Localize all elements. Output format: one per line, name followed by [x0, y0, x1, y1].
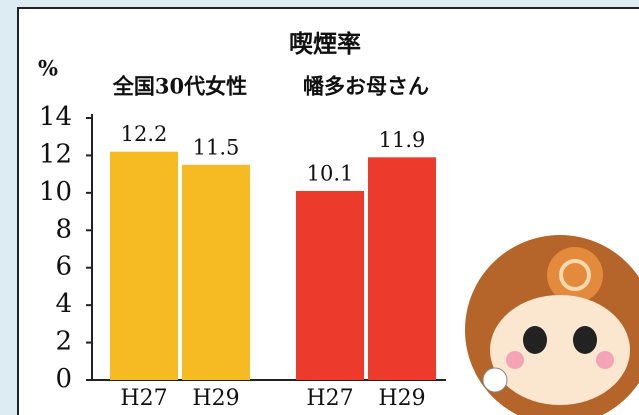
- bar: [110, 151, 178, 380]
- bar: [182, 164, 250, 380]
- y-tick-label: 0: [55, 364, 72, 394]
- chart-title: 喫煙率: [289, 30, 361, 58]
- y-tick-label: 12: [39, 139, 72, 169]
- y-unit: %: [38, 56, 58, 81]
- legend-label: 幡多お母さん: [303, 74, 429, 99]
- legend-label: 全国30代女性: [112, 74, 247, 99]
- x-tick-label: H27: [306, 386, 353, 411]
- y-tick-label: 4: [55, 289, 72, 319]
- bar: [368, 157, 436, 380]
- value-label: 11.9: [379, 128, 426, 152]
- x-tick-label: H27: [120, 386, 167, 411]
- y-tick-label: 2: [55, 327, 72, 357]
- bar: [296, 190, 364, 380]
- y-tick-label: 6: [55, 252, 72, 282]
- x-tick-label: H29: [378, 386, 425, 411]
- value-label: 10.1: [307, 161, 354, 185]
- y-tick-label: 14: [39, 102, 72, 132]
- y-tick-label: 8: [55, 214, 72, 244]
- x-tick-label: H29: [192, 386, 239, 411]
- value-label: 12.2: [121, 122, 168, 146]
- y-tick-label: 10: [39, 177, 72, 207]
- value-label: 11.5: [193, 135, 240, 159]
- mascot: [465, 235, 639, 415]
